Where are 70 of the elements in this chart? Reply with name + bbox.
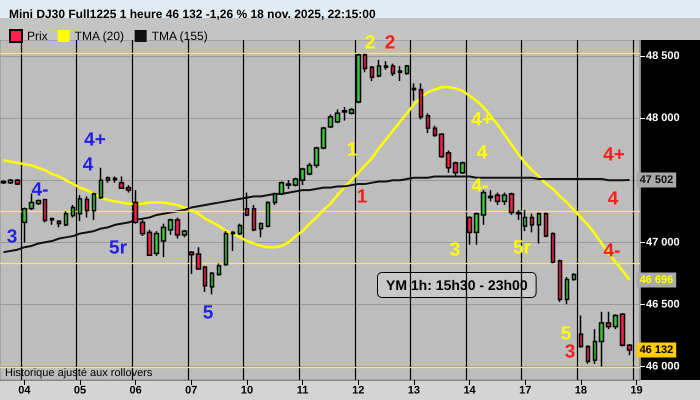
y-tick-label: 46 500 [646,298,680,310]
y-tick-label: 48 500 [646,50,680,62]
annotation: 5 [202,302,214,324]
candlestick [266,200,270,228]
annotation: 3 [564,342,576,362]
y-tick-label: 46 000 [646,360,680,372]
annotation: 3 [6,226,18,248]
x-tick-label: 10 [240,384,254,396]
candlestick [92,192,96,221]
candlestick [370,65,374,82]
candlestick [558,258,562,303]
candlestick [224,230,228,267]
annotation: 4 [476,142,488,164]
annotation: 4 [608,188,618,210]
candlestick [252,204,256,232]
x-tick-label: 07 [185,384,198,396]
annotation: 2 [384,32,396,54]
annotation: 5 [560,324,572,344]
legend-label: TMA (20) [74,29,124,43]
candlestick [550,232,556,264]
x-tick-label: 13 [408,384,420,396]
x-tick-label: 04 [18,384,32,396]
candlestick [384,60,388,71]
candlestick [216,262,222,277]
x-tick-label: 12 [352,384,364,396]
candlestick [258,222,264,238]
candlestick [84,196,90,218]
x-tick-label: 05 [74,384,86,396]
y-tick-label: 47 000 [646,236,680,248]
candlestick [98,167,104,200]
annotation: 4+ [603,144,625,166]
x-tick-label: 14 [463,384,477,396]
candlestick [56,220,62,228]
y-tick-label: 48 000 [646,112,680,124]
candlestick [536,212,542,244]
chart-title: Mini DJ30 Full1225 1 heure 46 132 -1,26 % 18 nov. 2025, 22:15:00 [9,7,376,21]
annotation: 5r [109,238,127,258]
x-tick-label: 06 [130,384,142,396]
annotation: 4- [472,176,488,196]
annotation: 4- [32,180,48,200]
legend-label: TMA (155) [152,29,208,43]
annotation: 4+ [84,130,106,150]
legend-label: Prix [27,29,48,43]
candlestick [390,62,396,77]
text: 46 132 [640,344,674,356]
candlestick [64,210,68,227]
candlestick [564,276,570,306]
candlestick [210,271,214,296]
candlestick [418,82,424,120]
candlestick [398,65,402,82]
data-label: 46 696 [640,274,674,286]
annotation: 3 [450,240,460,260]
candlestick [50,216,54,226]
candlestick [530,212,534,234]
x-tick-label: 11 [296,384,308,396]
annotation: 2 [364,32,376,54]
candlestick [426,112,430,134]
candlestick [106,176,110,184]
annotation: 1 [356,186,368,208]
annotation: 4+ [471,110,493,130]
x-tick-label: 18 [574,384,587,396]
x-tick-label: 19 [630,384,643,396]
candlestick [586,344,590,365]
candlestick [112,176,118,184]
data-label: 47 502 [640,174,674,186]
annotation: 4 [82,154,94,176]
candlestick [230,230,236,252]
candlestick [376,59,382,78]
candlestick [544,212,548,238]
x-tick-label: 17 [519,384,532,396]
